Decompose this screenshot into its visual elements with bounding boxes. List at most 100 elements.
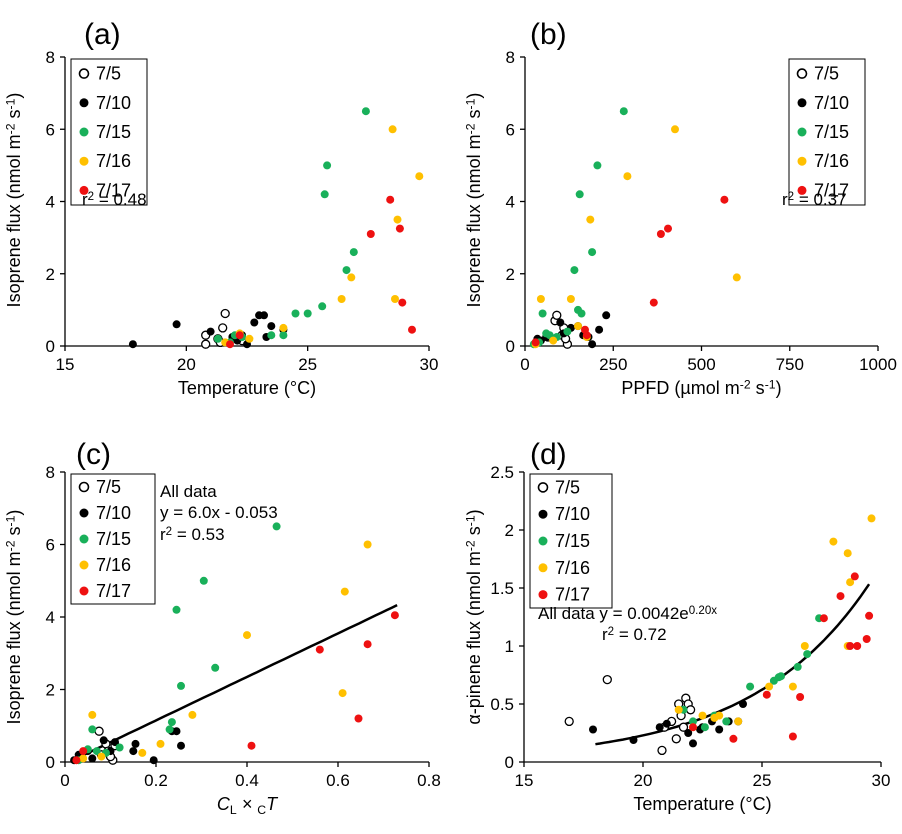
annotation: r2 = 0.72 — [602, 625, 667, 644]
legend-marker — [79, 534, 89, 544]
superscript: -1 — [3, 515, 17, 526]
superscript: 2 — [166, 526, 172, 538]
panel-label: (b) — [530, 18, 567, 51]
data-point — [588, 248, 597, 257]
data-point — [199, 576, 208, 585]
data-point — [689, 723, 697, 732]
y-tick-label: 8 — [46, 463, 55, 482]
data-point — [671, 125, 679, 134]
data-point — [700, 723, 709, 732]
x-tick-label: 15 — [56, 355, 75, 374]
legend-label: 7/5 — [96, 477, 121, 497]
data-point — [88, 725, 97, 734]
legend-label: 7/10 — [555, 504, 590, 524]
data-point — [678, 722, 689, 732]
data-point — [765, 682, 774, 691]
data-point — [388, 125, 397, 134]
chart-panel-a: (a) 0 2 4 6 8 15 20 25 30 Temperature (°C) Isoprene… — [3, 18, 438, 398]
text-part: α-pinene flux (nmol m — [464, 551, 484, 724]
text-part: T — [266, 794, 279, 814]
data-point — [156, 739, 165, 748]
legend-label: 7/15 — [555, 531, 590, 551]
y-tick-label: 0.5 — [490, 695, 514, 714]
legend: 7/5 7/10 7/15 7/16 7/17 — [529, 473, 613, 609]
data-point — [342, 266, 351, 275]
legend-marker — [538, 590, 548, 600]
data-point — [188, 710, 197, 719]
legend-label: 7/17 — [96, 581, 131, 601]
legend-label: 7/5 — [96, 64, 121, 84]
y-tick-label: 6 — [46, 536, 55, 555]
legend-marker — [796, 68, 808, 79]
data-point — [549, 336, 558, 345]
data-point — [674, 705, 683, 714]
data-point — [788, 732, 797, 741]
data-point — [149, 756, 158, 765]
data-point — [538, 309, 547, 318]
x-tick-label: 1000 — [859, 355, 897, 374]
series-7-17 — [531, 195, 729, 347]
data-point — [347, 273, 356, 282]
x-axis-title: CL × CT — [217, 794, 279, 817]
legend-label: 7/16 — [555, 558, 590, 578]
y-tick-label: 2.5 — [490, 463, 514, 482]
data-point — [762, 690, 771, 699]
data-point — [657, 745, 667, 756]
text-part: ) — [464, 509, 484, 515]
superscript: -2 — [3, 540, 17, 551]
data-point — [201, 339, 211, 349]
data-point — [586, 215, 595, 224]
legend-marker — [79, 98, 89, 108]
series-7-15 — [213, 107, 370, 347]
data-point — [408, 325, 416, 334]
superscript: -2 — [740, 377, 751, 391]
y-tick-label: 0 — [505, 753, 514, 772]
data-point — [165, 725, 174, 734]
data-point — [72, 756, 81, 765]
data-point — [267, 331, 276, 340]
legend-marker — [797, 98, 807, 108]
legend-marker — [538, 509, 548, 519]
x-tick-label: 750 — [776, 355, 804, 374]
data-point — [777, 672, 785, 681]
legend-marker — [78, 481, 90, 493]
legend-marker — [79, 560, 89, 570]
y-tick-label: 0 — [46, 753, 55, 772]
data-point — [363, 640, 372, 649]
data-point — [746, 682, 755, 691]
data-point — [556, 318, 565, 327]
data-point — [138, 748, 147, 757]
legend-marker — [537, 482, 549, 493]
data-point — [363, 540, 372, 549]
x-tick-label: 20 — [634, 771, 653, 790]
data-point — [649, 298, 658, 307]
superscript: 0.20x — [689, 605, 717, 617]
data-point — [862, 635, 871, 643]
x-tick-label: 0.6 — [326, 771, 350, 790]
legend-marker — [79, 508, 89, 518]
legend-label: 7/16 — [96, 555, 131, 575]
x-tick-label: 0.4 — [235, 771, 259, 790]
data-point — [250, 318, 259, 327]
legend: 7/5 7/10 7/15 7/16 7/17 — [788, 58, 866, 206]
data-point — [671, 734, 681, 744]
text-part: r — [160, 525, 166, 544]
panel-label: (d) — [530, 438, 567, 471]
y-tick-label: 0 — [46, 337, 55, 356]
y-tick-label: 1 — [505, 637, 514, 656]
legend-label: 7/16 — [814, 151, 849, 171]
data-point — [172, 605, 181, 614]
text-part: s — [4, 526, 24, 540]
legend-marker — [538, 563, 548, 573]
data-point — [279, 331, 288, 340]
x-tick-label: 15 — [515, 771, 534, 790]
data-point — [843, 549, 852, 558]
series-7-17 — [226, 195, 416, 349]
y-tick-label: 8 — [506, 48, 515, 67]
text-part: C — [217, 794, 231, 814]
legend-label: 7/10 — [96, 503, 131, 523]
data-point — [853, 642, 862, 650]
y-tick-label: 2 — [46, 265, 55, 284]
text-part: PPFD (µmol m — [621, 378, 739, 398]
data-point — [131, 739, 140, 748]
